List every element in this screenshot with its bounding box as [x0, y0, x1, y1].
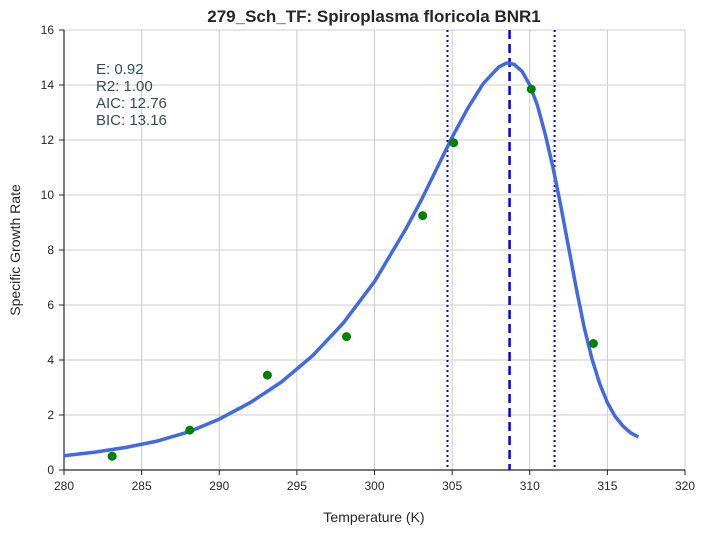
axes — [59, 29, 686, 475]
data-point — [418, 211, 428, 221]
x-tick-label: 310 — [520, 479, 540, 493]
x-tick-label: 320 — [675, 479, 695, 493]
x-tick-label: 315 — [597, 479, 617, 493]
y-tick-label: 4 — [47, 353, 54, 367]
annotation-line: E: 0.92 — [96, 61, 144, 78]
y-tick-label: 8 — [47, 243, 54, 257]
y-axis-label: Specific Growth Rate — [7, 184, 23, 316]
data-point — [107, 451, 117, 461]
y-tick-label: 10 — [41, 188, 55, 202]
data-point — [342, 332, 352, 342]
fit-curve-group — [63, 61, 640, 458]
x-tick-label: 280 — [54, 479, 74, 493]
data-point — [588, 339, 598, 348]
reference-lines — [446, 30, 556, 470]
grid — [63, 29, 686, 471]
chart-title: 279_Sch_TF: Spiroplasma floricola BNR1 — [207, 7, 541, 26]
x-axis-label: Temperature (K) — [323, 509, 424, 525]
data-point — [262, 370, 272, 380]
x-tick-label: 300 — [364, 479, 384, 493]
data-points — [107, 84, 598, 461]
x-tick-label: 290 — [209, 479, 229, 493]
data-point — [185, 425, 195, 435]
data-point — [449, 138, 459, 148]
data-point — [526, 84, 536, 94]
x-tick-label: 305 — [442, 479, 462, 493]
annotation-line: AIC: 12.76 — [96, 95, 167, 112]
annotation-line: R2: 1.00 — [96, 78, 153, 95]
x-tick-label: 295 — [287, 479, 307, 493]
annotation-line: BIC: 13.16 — [96, 112, 167, 129]
y-tick-label: 0 — [47, 463, 54, 477]
fit-curve — [63, 61, 640, 458]
y-tick-label: 2 — [47, 408, 54, 422]
tick-labels: 280 285 290 295 300 305 310 315 320 0 2 4 6 8 10 12 14 16 — [41, 23, 696, 493]
y-tick-label: 16 — [41, 23, 55, 37]
y-tick-label: 6 — [47, 298, 54, 312]
y-tick-label: 12 — [41, 133, 55, 147]
y-tick-label: 14 — [41, 78, 55, 92]
x-tick-label: 285 — [132, 479, 152, 493]
